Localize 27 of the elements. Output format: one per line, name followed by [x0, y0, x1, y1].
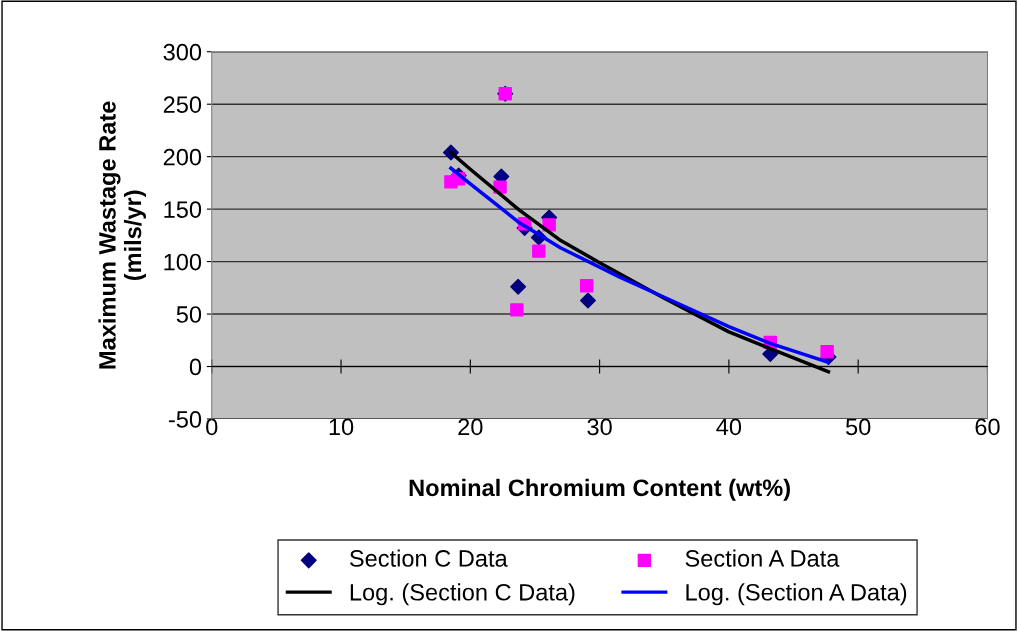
legend-label: Section A Data: [685, 549, 840, 567]
y-tick-label: -50: [168, 411, 202, 428]
y-tick-label: 200: [163, 148, 202, 166]
legend-label: Section C Data: [349, 549, 508, 567]
y-tick-label: 300: [163, 43, 202, 61]
point: [532, 244, 546, 258]
x-tick-label: 10: [329, 418, 354, 436]
x-axis-title: Nominal Chromium Content (wt%): [409, 478, 790, 501]
y-tick-label: 50: [176, 306, 202, 323]
y-tick-label: 250: [163, 96, 202, 113]
point: [579, 292, 596, 309]
legend-label: Log. (Section A Data): [686, 583, 907, 606]
point: [820, 345, 834, 359]
y-tick-label: 100: [164, 253, 202, 271]
y-tick-label: 150: [164, 201, 202, 218]
x-tick-label: 60: [975, 418, 1000, 436]
x-tick-label: 30: [587, 418, 612, 436]
x-tick-label: 0: [206, 418, 218, 436]
y-axis-title: Maximum Wastage Rate (mils/yr): [98, 101, 146, 369]
x-tick-label: 50: [845, 418, 871, 436]
point: [510, 278, 527, 295]
point: [510, 303, 524, 317]
legend-label: Log. (Section C Data): [350, 583, 575, 606]
x-tick-label: 40: [716, 418, 742, 436]
y-tick-label: 0: [189, 358, 202, 376]
point: [579, 279, 594, 293]
x-tick-label: 20: [458, 418, 483, 436]
